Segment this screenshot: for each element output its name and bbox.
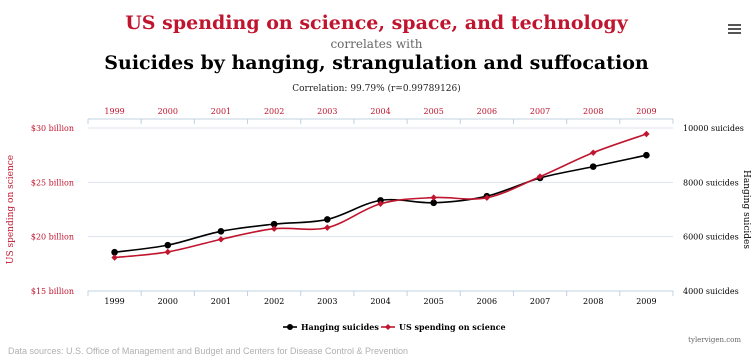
data-point-us-spending (483, 194, 491, 201)
chart-title-secondary: Suicides by hanging, strangulation and s… (104, 52, 649, 74)
top-x-tick-label: 2007 (530, 107, 550, 116)
data-point-hanging-suicides (324, 216, 331, 223)
data-point-hanging-suicides (217, 227, 225, 235)
data-point-hanging-suicides (430, 199, 437, 207)
legend-marker (385, 324, 391, 330)
site-credit: tylervigen.com (688, 336, 741, 344)
left-y-tick-label: $20 billion (31, 233, 74, 242)
bottom-x-tick-label: 2000 (158, 297, 178, 306)
left-y-tick-label: $15 billion (31, 287, 74, 296)
data-point-us-spending (270, 225, 278, 232)
top-x-tick-label: 2008 (583, 107, 603, 116)
right-axis-title: Hanging suicides (741, 170, 751, 249)
top-x-tick-label: 2004 (370, 107, 390, 116)
data-point-hanging-suicides (377, 197, 384, 204)
left-y-tick-label: $25 billion (31, 178, 74, 187)
left-axis-title: US spending on science (6, 155, 16, 264)
bottom-x-tick-label: 2008 (583, 297, 603, 306)
data-point-us-spending (324, 224, 331, 231)
data-point-us-spending (217, 236, 225, 243)
bottom-x-tick-label: 2005 (424, 297, 444, 306)
bottom-x-tick-label: 1999 (104, 297, 124, 306)
legend-item-hanging-suicides[interactable]: Hanging suicides (283, 322, 379, 332)
hamburger-menu-icon[interactable] (728, 24, 741, 35)
top-x-tick-label: 1999 (104, 107, 124, 116)
data-point-us-spending (643, 130, 650, 138)
right-y-tick-label: 10000 suicides (683, 124, 744, 133)
data-point-hanging-suicides (111, 248, 118, 256)
legend-marker (287, 324, 293, 330)
top-x-tick-label: 2005 (424, 107, 444, 116)
data-point-us-spending (590, 149, 597, 156)
top-x-tick-label: 2009 (636, 107, 656, 116)
legend-label: Hanging suicides (301, 322, 379, 332)
data-point-hanging-suicides (643, 151, 650, 159)
top-x-tick-label: 2001 (211, 107, 231, 116)
data-point-us-spending (377, 200, 384, 207)
data-point-us-spending (536, 173, 544, 180)
bottom-x-tick-label: 2002 (264, 297, 284, 306)
data-point-us-spending (430, 194, 437, 201)
right-y-tick-label: 6000 suicides (683, 233, 739, 242)
bottom-x-tick-label: 2009 (636, 297, 656, 306)
bottom-x-tick-label: 2001 (211, 297, 231, 306)
top-x-tick-label: 2006 (477, 107, 497, 116)
left-y-tick-label: $30 billion (31, 124, 74, 133)
data-point-hanging-suicides (164, 241, 172, 249)
data-point-hanging-suicides (589, 163, 597, 170)
legend-item-us-spending[interactable]: US spending on science (381, 322, 506, 332)
data-point-us-spending (164, 248, 171, 256)
data-point-hanging-suicides (270, 220, 278, 228)
right-y-tick-label: 8000 suicides (683, 178, 739, 187)
bottom-x-tick-label: 2006 (477, 297, 497, 306)
bottom-x-tick-label: 2004 (370, 297, 390, 306)
data-source-note: Data sources: U.S. Office of Management … (8, 346, 409, 356)
data-point-us-spending (111, 254, 118, 261)
right-y-tick-label: 4000 suicides (683, 287, 739, 296)
chart-title-connector: correlates with (330, 37, 423, 51)
top-x-tick-label: 2000 (158, 107, 178, 116)
top-x-tick-label: 2002 (264, 107, 284, 116)
top-x-tick-label: 2003 (317, 107, 337, 116)
bottom-x-tick-label: 2007 (530, 297, 550, 306)
chart-title-primary: US spending on science, space, and techn… (125, 12, 628, 34)
bottom-x-tick-label: 2003 (317, 297, 337, 306)
correlation-label: Correlation: 99.79% (r=0.99789126) (292, 84, 461, 94)
legend-label: US spending on science (399, 322, 506, 332)
